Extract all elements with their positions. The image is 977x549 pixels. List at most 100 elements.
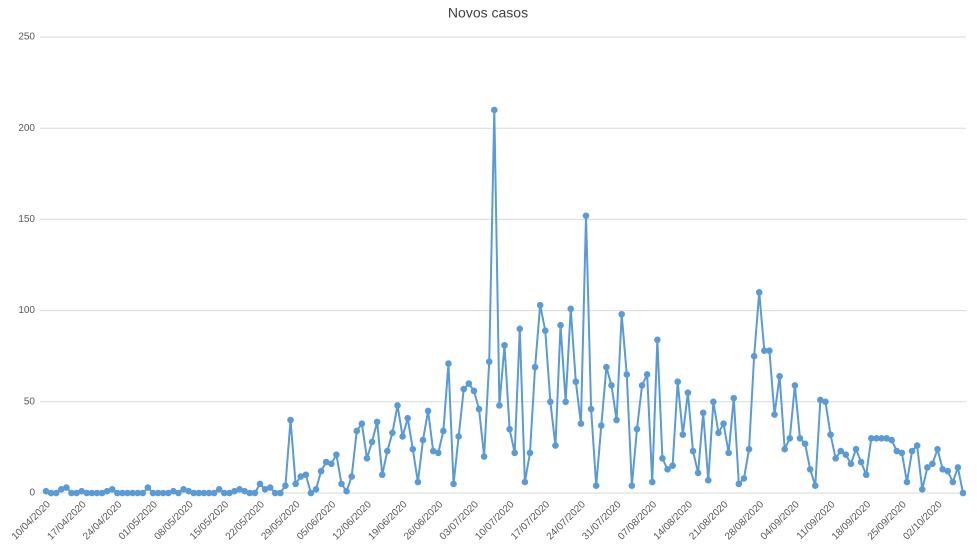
data-point bbox=[664, 465, 671, 473]
data-point bbox=[592, 482, 600, 490]
data-point bbox=[164, 489, 172, 497]
data-point bbox=[83, 489, 91, 497]
data-point bbox=[88, 489, 96, 497]
data-point bbox=[725, 449, 732, 457]
data-point bbox=[348, 473, 355, 480]
data-point bbox=[766, 347, 773, 355]
data-point bbox=[847, 460, 855, 468]
data-point bbox=[771, 411, 778, 418]
data-point bbox=[791, 382, 799, 389]
data-point bbox=[903, 478, 911, 486]
data-point bbox=[470, 387, 478, 395]
data-point bbox=[170, 487, 177, 495]
data-point bbox=[353, 427, 361, 435]
data-point bbox=[567, 305, 575, 313]
data-point bbox=[720, 420, 727, 427]
data-point bbox=[801, 440, 809, 448]
data-point bbox=[842, 451, 850, 458]
data-point bbox=[822, 398, 829, 406]
data-point bbox=[210, 489, 218, 497]
data-point bbox=[384, 447, 391, 455]
data-point bbox=[57, 486, 65, 493]
data-point bbox=[669, 462, 676, 469]
data-point bbox=[750, 352, 758, 360]
data-point bbox=[475, 405, 483, 413]
data-point bbox=[516, 325, 524, 333]
x-tick-label: 02/10/2020 bbox=[901, 499, 944, 542]
data-point bbox=[129, 489, 136, 497]
data-point bbox=[251, 489, 259, 497]
data-point bbox=[654, 336, 661, 344]
data-point bbox=[811, 482, 819, 490]
data-point bbox=[434, 449, 442, 457]
data-point bbox=[491, 106, 498, 114]
data-point bbox=[47, 489, 55, 497]
data-point bbox=[852, 445, 860, 453]
data-point bbox=[496, 402, 503, 409]
data-point bbox=[837, 447, 845, 455]
data-point bbox=[327, 460, 335, 468]
y-tick-label: 50 bbox=[24, 396, 36, 407]
data-point bbox=[710, 398, 717, 406]
data-point bbox=[185, 487, 192, 495]
data-point bbox=[73, 489, 80, 497]
data-point bbox=[256, 480, 264, 488]
data-point bbox=[119, 489, 126, 497]
data-point bbox=[776, 372, 783, 380]
y-tick-label: 100 bbox=[18, 305, 35, 316]
data-point bbox=[322, 458, 330, 466]
data-point bbox=[205, 489, 213, 497]
y-tick-label: 150 bbox=[18, 214, 35, 225]
data-point bbox=[241, 487, 248, 495]
data-point bbox=[63, 484, 70, 491]
data-point bbox=[638, 382, 646, 389]
data-point bbox=[959, 489, 967, 497]
data-point bbox=[888, 436, 895, 444]
data-point bbox=[883, 434, 890, 442]
data-point bbox=[603, 363, 610, 371]
data-point bbox=[124, 489, 131, 497]
data-point bbox=[93, 489, 101, 497]
data-point bbox=[450, 480, 457, 488]
data-point bbox=[261, 486, 269, 493]
chart-title: Novos casos bbox=[448, 5, 528, 21]
data-point bbox=[389, 429, 396, 437]
data-point bbox=[368, 438, 376, 446]
data-point bbox=[628, 482, 636, 490]
data-point bbox=[572, 378, 580, 386]
data-point bbox=[924, 464, 931, 471]
data-point bbox=[547, 398, 554, 406]
data-point bbox=[577, 420, 585, 427]
data-point bbox=[144, 484, 152, 491]
data-line bbox=[45, 108, 964, 494]
data-point bbox=[541, 327, 549, 334]
data-point bbox=[394, 402, 401, 409]
data-point bbox=[659, 455, 666, 462]
data-point bbox=[307, 489, 315, 497]
data-point bbox=[582, 212, 590, 220]
data-point bbox=[424, 407, 432, 415]
data-point bbox=[68, 489, 75, 497]
data-point bbox=[292, 480, 299, 488]
data-point bbox=[338, 480, 345, 488]
data-point bbox=[445, 360, 452, 367]
data-point bbox=[618, 310, 625, 318]
data-point bbox=[954, 464, 962, 471]
y-tick-label: 0 bbox=[29, 488, 35, 499]
data-point bbox=[480, 453, 488, 460]
data-point bbox=[114, 489, 121, 497]
data-point bbox=[429, 447, 437, 455]
data-point bbox=[200, 489, 208, 497]
data-point bbox=[613, 416, 620, 424]
data-point bbox=[333, 451, 340, 458]
data-point bbox=[399, 433, 406, 440]
data-point bbox=[893, 447, 901, 455]
data-point bbox=[485, 358, 493, 365]
data-point bbox=[674, 378, 682, 386]
data-point bbox=[195, 489, 203, 497]
data-point bbox=[465, 380, 473, 387]
data-point bbox=[623, 371, 631, 378]
data-point bbox=[827, 431, 834, 438]
data-point bbox=[511, 449, 518, 457]
data-point bbox=[221, 489, 228, 497]
